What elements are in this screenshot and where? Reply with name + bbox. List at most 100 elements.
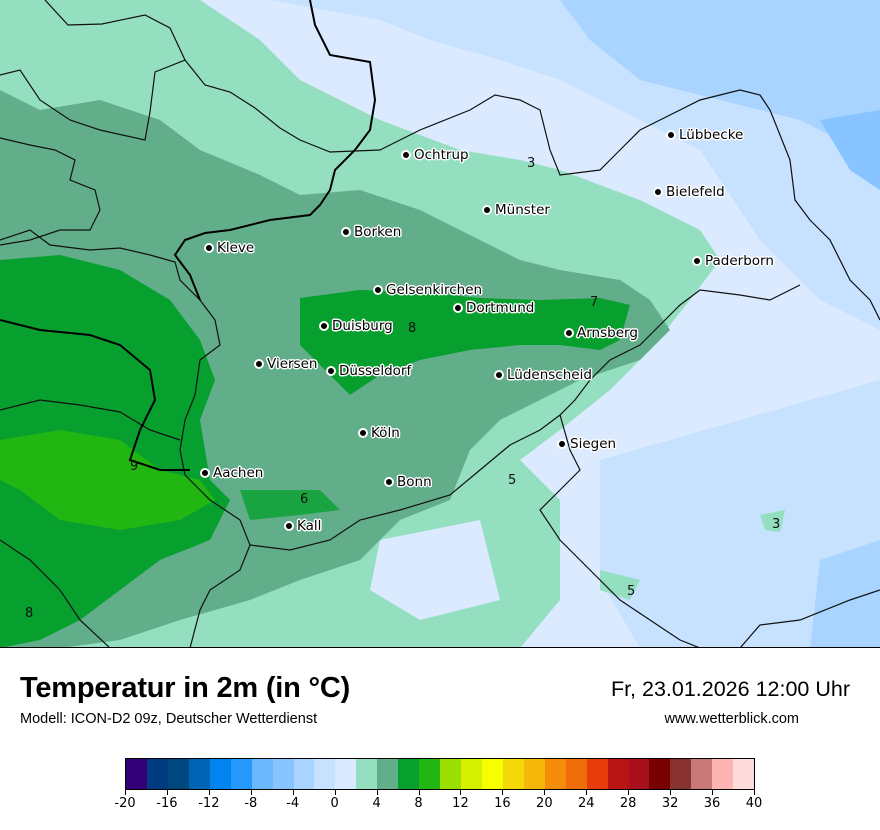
- colorbar-tick-label: 32: [661, 796, 679, 811]
- city-dot-icon: [254, 359, 264, 369]
- colorbar-tick: [586, 790, 588, 795]
- colorbar-segment: [167, 759, 189, 789]
- colorbar-segment: [377, 759, 399, 789]
- city-dot-icon: [482, 205, 492, 215]
- city-label: Duisburg: [332, 318, 393, 334]
- colorbar-tick: [250, 790, 252, 795]
- city-dot-icon: [341, 227, 351, 237]
- colorbar-tick: [754, 790, 755, 795]
- city-label: Viersen: [267, 356, 318, 372]
- city-marker-dortmund: Dortmund: [453, 300, 534, 316]
- colorbar-segment: [440, 759, 461, 789]
- city-label: Kall: [297, 518, 322, 534]
- city-marker-paderborn: Paderborn: [692, 253, 774, 269]
- city-dot-icon: [564, 328, 574, 338]
- colorbar-segment: [293, 759, 315, 789]
- valid-datetime: Fr, 23.01.2026 12:00 Uhr: [610, 677, 850, 701]
- city-dot-icon: [204, 243, 214, 253]
- colorbar-segment: [461, 759, 482, 789]
- city-dot-icon: [494, 370, 504, 380]
- website-link[interactable]: www.wetterblick.com: [664, 711, 799, 727]
- colorbar-segment: [188, 759, 210, 789]
- city-label: Lübbecke: [679, 127, 744, 143]
- colorbar-tick-label: -8: [244, 796, 258, 811]
- colorbar-segment: [314, 759, 336, 789]
- city-label: Lüdenscheid: [507, 367, 592, 383]
- city-label: Dortmund: [466, 300, 535, 316]
- city-label: Borken: [354, 224, 402, 240]
- colorbar-tick: [502, 790, 504, 795]
- city-dot-icon: [284, 521, 294, 531]
- colorbar-segment: [733, 759, 755, 789]
- colorbar-tick: [418, 790, 420, 795]
- colorbar-segment: [712, 759, 734, 789]
- colorbar-segment: [586, 759, 608, 789]
- colorbar-segment: [502, 759, 524, 789]
- colorbar-tick: [670, 790, 672, 795]
- colorbar-ticks: -20 -16 -12 -8 -4 0 4 8 12 16 20 24 28 32 36 40: [114, 790, 762, 820]
- colorbar-tick-label: 40: [745, 796, 763, 811]
- colorbar-tick: [166, 790, 168, 795]
- colorbar-segment: [691, 759, 713, 789]
- city-label: Bielefeld: [666, 184, 725, 200]
- colorbar-segment: [544, 759, 566, 789]
- city-marker-luedenscheid: Lüdenscheid: [494, 367, 592, 383]
- colorbar-tick-label: -4: [286, 796, 300, 811]
- map-title: Temperatur in 2m (in °C): [20, 672, 351, 704]
- city-label: Siegen: [570, 436, 617, 452]
- city-label: Düsseldorf: [339, 363, 412, 379]
- city-marker-koeln: Köln: [358, 425, 400, 441]
- city-dot-icon: [384, 477, 394, 487]
- city-label: Paderborn: [705, 253, 774, 269]
- colorbar-segment: [335, 759, 357, 789]
- colorbar-segment: [523, 759, 545, 789]
- city-marker-duisburg: Duisburg: [319, 318, 393, 334]
- city-dot-icon: [401, 150, 411, 160]
- colorbar-segment: [398, 759, 420, 789]
- contour-label: 9: [130, 459, 139, 474]
- contour-label: 6: [300, 492, 309, 507]
- city-marker-borken: Borken: [341, 224, 401, 240]
- colorbar-tick-label: 0: [330, 796, 339, 811]
- colorbar-tick-label: 28: [619, 796, 637, 811]
- temperature-colorbar: [125, 758, 755, 790]
- city-marker-viersen: Viersen: [254, 356, 317, 372]
- colorbar-tick: [125, 790, 126, 795]
- city-dot-icon: [319, 321, 329, 331]
- colorbar-segment: [670, 759, 692, 789]
- colorbar-segment: [628, 759, 650, 789]
- colorbar-tick: [628, 790, 630, 795]
- city-label: Köln: [371, 425, 400, 441]
- city-dot-icon: [557, 439, 567, 449]
- colorbar-tick-label: 20: [536, 796, 553, 811]
- city-label: Arnsberg: [577, 325, 638, 341]
- city-label: Ochtrup: [414, 147, 469, 163]
- city-dot-icon: [453, 303, 463, 313]
- city-marker-bielefeld: Bielefeld: [653, 184, 725, 200]
- colorbar-tick-label: -12: [198, 796, 220, 811]
- city-dot-icon: [653, 187, 663, 197]
- city-marker-kall: Kall: [284, 518, 321, 534]
- colorbar-segment: [419, 759, 441, 789]
- colorbar-segment: [607, 759, 629, 789]
- city-dot-icon: [326, 366, 336, 376]
- contour-label: 8: [408, 321, 417, 336]
- map-canvas: [0, 0, 880, 647]
- colorbar-tick-label: -16: [156, 796, 178, 811]
- city-marker-luebbecke: Lübbecke: [666, 127, 743, 143]
- colorbar-tick: [460, 790, 462, 795]
- colorbar-tick-label: -20: [114, 796, 136, 811]
- city-dot-icon: [692, 256, 702, 266]
- colorbar-segment: [251, 759, 273, 789]
- colorbar-segment: [356, 759, 378, 789]
- colorbar-tick-label: 36: [703, 796, 721, 811]
- city-dot-icon: [666, 130, 676, 140]
- colorbar-tick-label: 16: [494, 796, 511, 811]
- colorbar-tick: [544, 790, 546, 795]
- contour-label: 3: [772, 517, 781, 532]
- colorbar-tick: [376, 790, 378, 795]
- colorbar-segment: [230, 759, 252, 789]
- colorbar-tick: [208, 790, 210, 795]
- colorbar-tick: [712, 790, 714, 795]
- colorbar-tick-label: 8: [414, 796, 423, 811]
